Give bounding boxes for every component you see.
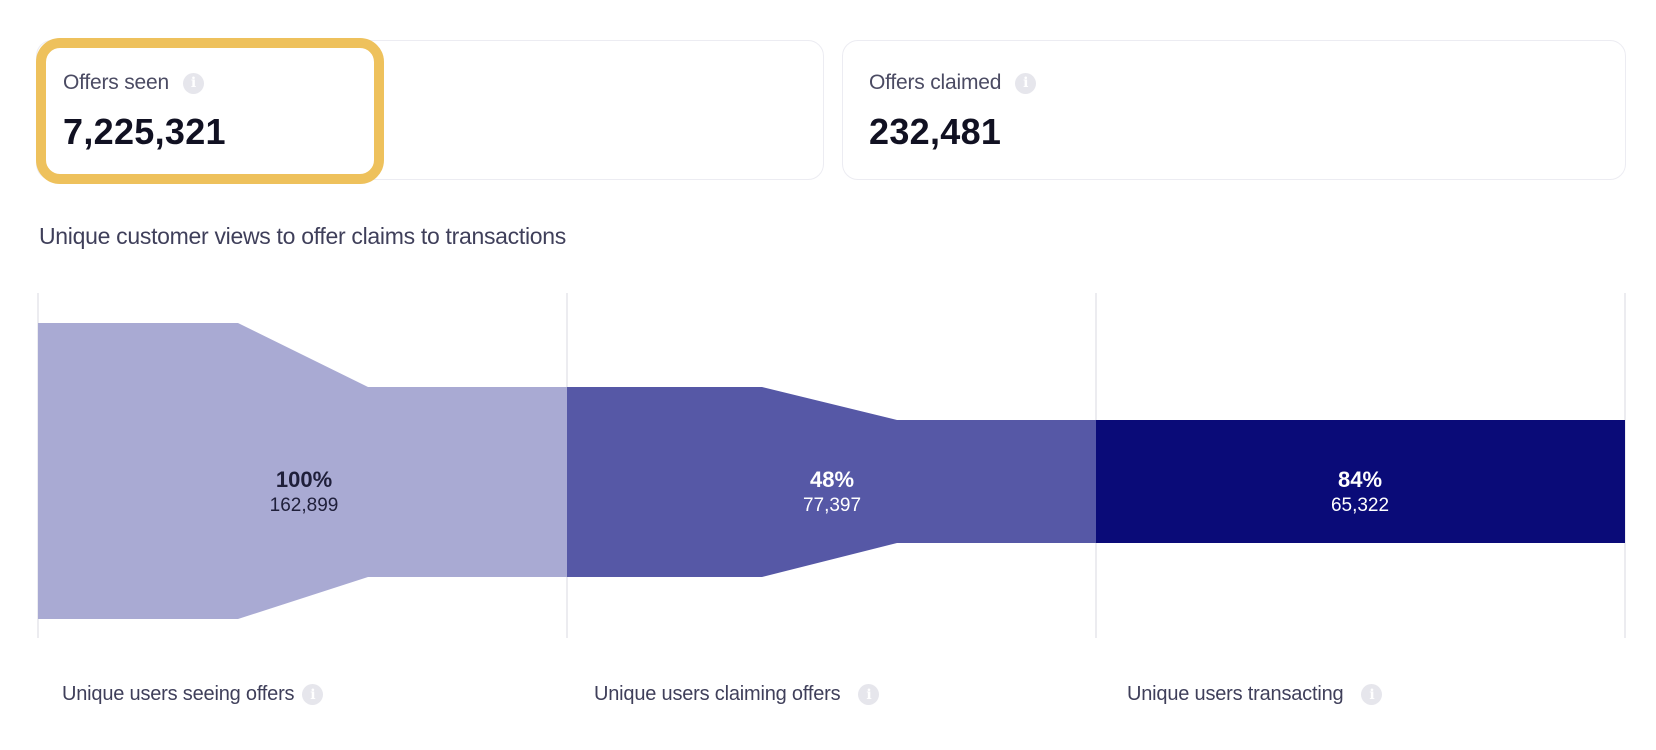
offers-seen-value: 7,225,321 (63, 111, 226, 152)
funnel-stage-transacting-percent: 84% (1338, 467, 1382, 492)
offers-claimed-card: Offers claimed i 232,481 (842, 40, 1626, 180)
info-icon[interactable]: i (1015, 72, 1037, 94)
funnel-title: Unique customer views to offer claims to… (39, 223, 566, 249)
offers-seen-card: Offers seen i 7,225,321 (36, 40, 824, 180)
stage-label-seeing: Unique users seeing offers i (62, 683, 324, 706)
funnel-stage-claiming-percent: 48% (810, 467, 854, 492)
stage-label-seeing-text: Unique users seeing offers (62, 683, 295, 705)
stage-label-claiming: Unique users claiming offers i (594, 683, 880, 706)
funnel-stage-seeing-shape[interactable] (38, 323, 567, 619)
funnel-stage-seeing-count: 162,899 (270, 495, 339, 516)
stage-label-transacting: Unique users transacting i (1127, 683, 1383, 706)
offers-seen-label-row: Offers seen i (63, 71, 204, 95)
stage-label-claiming-text: Unique users claiming offers (594, 683, 841, 705)
info-icon[interactable]: i (182, 72, 204, 94)
info-icon[interactable]: i (302, 684, 324, 705)
offers-claimed-value: 232,481 (869, 111, 1002, 152)
stage-label-transacting-text: Unique users transacting (1127, 683, 1344, 705)
funnel-stage-seeing-percent: 100% (276, 467, 332, 492)
offers-seen-label: Offers seen (63, 71, 169, 94)
funnel-stage-transacting-shape[interactable] (1096, 420, 1625, 543)
info-icon[interactable]: i (1361, 684, 1383, 705)
funnel-stage-claiming-shape[interactable] (567, 387, 1096, 577)
offers-claimed-label: Offers claimed (869, 71, 1002, 94)
info-icon[interactable]: i (858, 684, 880, 705)
funnel-stage-transacting-count: 65,322 (1331, 495, 1389, 516)
funnel-stage-claiming-count: 77,397 (803, 495, 861, 516)
offers-claimed-label-row: Offers claimed i (869, 71, 1037, 95)
